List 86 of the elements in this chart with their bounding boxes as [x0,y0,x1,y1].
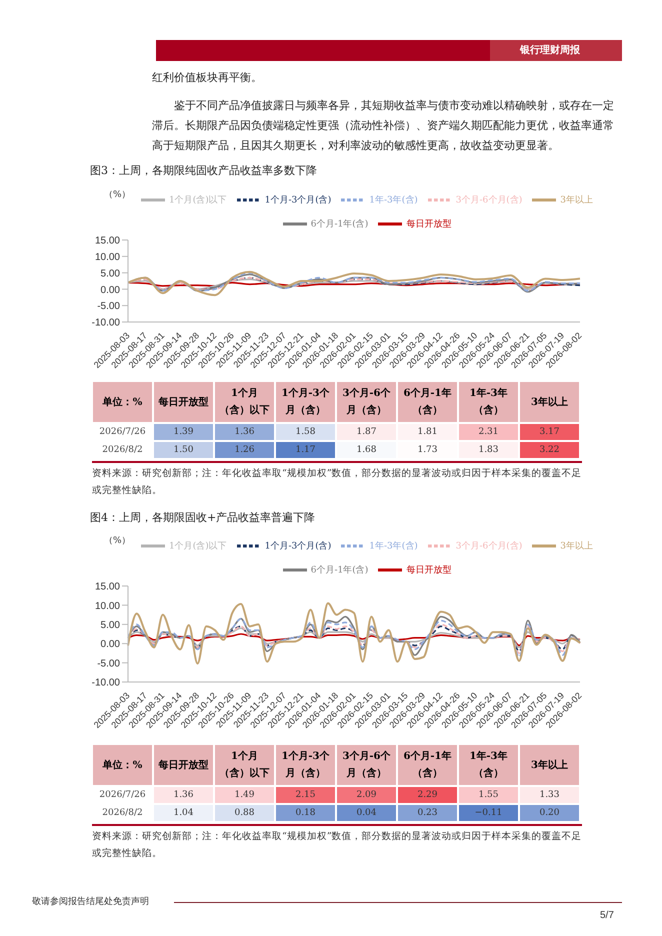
y-tick-label: 15.00 [94,582,120,593]
y-tick-label: 2026/8/2 [101,444,144,457]
chart-title: 图3：上周，各期限纯固收产品收益率多数下降 [90,163,317,178]
y-tick-label: 0.00 [100,284,120,296]
y-tick-label: 2026/7/26 [98,426,147,439]
data-label: 1.26 [215,442,274,458]
x-tick-label: 6个月-1年（含） [398,382,457,422]
legend-label: 6个月-1年(含) [310,219,368,230]
data-label: 1.58 [276,424,335,440]
y-tick-label: -5.00 [97,658,120,670]
data-label: −0.11 [459,805,518,821]
line-series [127,602,581,665]
y-tick-label: 10.00 [94,252,120,263]
data-label: 1.33 [520,787,579,803]
x-tick-label: 每日开放型 [154,382,213,422]
data-label: 1.50 [154,442,213,458]
text: 资料来源：研究创新部；注：年化收益率取“规模加权”数值，部分数据的显著波动或归因于样本采集的覆盖不足或完整性缺陷。 [92,830,582,861]
data-label: 2.09 [337,787,396,803]
x-tick-label: 3个月-6个月（含） [337,382,396,422]
legend-label: 3个月-6个月(含) [456,195,522,206]
data-label: 0.23 [398,805,457,821]
x-tick-label: 1个月（含）以下 [215,745,274,785]
text: 鉴于不同产品净值披露日与频率各异，其短期收益率与债市变动难以精确映射，或存在一定滞后。长期限产品因负债端稳定性更强（流动性补偿）、资产端久期匹配能力更优，收益率通常高于短期限产品，且因其久期更长，对利率波动的敏感性更高，故收益变动更显著。 [152,98,615,154]
data-label: 0.88 [215,805,274,821]
data-label: 2.29 [398,787,457,803]
data-label: 1.17 [276,442,335,458]
data-label: 0.18 [276,805,335,821]
text: 银行理财周报 [520,44,580,58]
y-axis-title: 单位：% [93,745,152,785]
y-tick-label: -10.00 [92,678,120,689]
legend-label: 3年以上 [560,541,594,552]
x-tick-label: 1个月（含）以下 [215,382,274,422]
legend-label: 6个月-1年(含) [310,565,368,576]
y-tick-label: 10.00 [94,600,120,612]
y-axis-title: （%） [104,535,131,547]
legend-label: 1个月(含)以下 [168,195,227,206]
text: 红利价值板块再平衡。 [152,70,262,86]
legend-label: 1个月-3个月(含) [264,195,332,206]
y-tick-label: 5.00 [100,268,120,280]
legend-label: 每日开放型 [406,219,452,230]
x-tick-label: 3个月-6个月（含） [337,745,396,785]
data-label: 1.04 [154,805,213,821]
data-label: 1.49 [215,787,274,803]
x-tick-label: 每日开放型 [154,745,213,785]
y-tick-label: 2026/7/26 [98,789,147,802]
x-tick-label: 1个月-3个月（含） [276,382,335,422]
x-tick-label: 1个月-3个月（含） [276,745,335,785]
legend-label: 3年以上 [560,195,594,206]
data-label: 3.22 [520,442,579,458]
data-label: 2.15 [276,787,335,803]
x-tick-label: 3年以上 [520,745,579,785]
text: 资料来源：研究创新部；注：年化收益率取“规模加权”数值，部分数据的显著波动或归因于样本采集的覆盖不足或完整性缺陷。 [92,467,582,498]
data-label: 0.04 [337,805,396,821]
y-tick-label: 0.00 [100,639,120,650]
text: 敬请参阅报告结尾处免责声明 [32,896,149,908]
legend-label: 每日开放型 [406,565,452,576]
data-label: 1.68 [337,442,396,458]
legend-label: 1年-3年(含) [369,541,418,552]
x-tick-label: 1年-3年（含） [459,745,518,785]
data-label: 1.36 [215,424,274,440]
legend-label: 3个月-6个月(含) [456,541,522,552]
x-tick-label: 6个月-1年（含） [398,745,457,785]
y-tick-label: 15.00 [94,236,120,247]
y-tick-label: 5.00 [100,620,120,631]
y-tick-label: -10.00 [92,318,120,329]
legend-label: 1年-3年(含) [369,195,418,206]
data-label: 3.17 [520,424,579,440]
data-label: 0.20 [520,805,579,821]
y-tick-label: 2026/8/2 [101,807,144,820]
data-label: 1.87 [337,424,396,440]
y-axis-title: 单位：% [93,382,152,422]
data-label: 1.73 [398,442,457,458]
chart-title: 图4：上周，各期限固收+产品收益率普遍下降 [90,510,316,525]
data-label: 1.55 [459,787,518,803]
data-label: 1.36 [154,787,213,803]
y-tick-label: -5.00 [97,301,120,312]
x-tick-label: 1年-3年（含） [459,382,518,422]
data-label: 1.83 [459,442,518,458]
legend-label: 1个月(含)以下 [168,541,227,552]
y-axis-title: （%） [104,189,131,201]
data-label: 2.31 [459,424,518,440]
x-tick-label: 3年以上 [520,382,579,422]
legend-label: 1个月-3个月(含) [264,541,332,552]
data-label: 1.39 [154,424,213,440]
text: 5/7 [600,910,614,921]
data-label: 1.81 [398,424,457,440]
